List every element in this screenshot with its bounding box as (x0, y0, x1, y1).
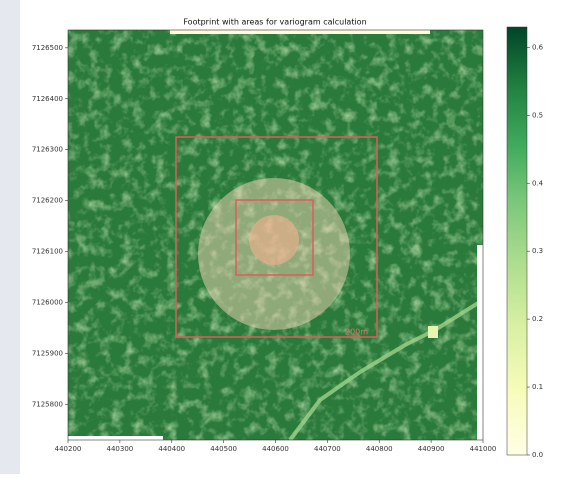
clearing (428, 326, 438, 338)
annotation: 200m (345, 328, 368, 337)
y-tick-label: 7125800 (32, 400, 63, 408)
x-tick-label: 440300 (107, 445, 134, 453)
nodata (68, 436, 163, 442)
chart-title: Footprint with areas for variogram calcu… (183, 18, 366, 27)
colorbar-tick-label: 0.2 (532, 315, 543, 323)
x-tick-label: 441000 (470, 445, 497, 453)
nodata (477, 245, 483, 440)
y-tick-label: 7126400 (32, 95, 63, 103)
y-tick-label: 7126200 (32, 197, 63, 205)
x-tick-label: 440500 (210, 445, 237, 453)
colorbar (507, 27, 527, 455)
side-panel (0, 0, 20, 474)
chart: Footprint with areas for variogram calcu… (0, 0, 564, 474)
y-tick-label: 7126300 (32, 146, 63, 154)
colorbar-tick-label: 0.0 (532, 451, 543, 459)
x-tick-label: 440600 (262, 445, 289, 453)
y-tick-label: 7126000 (32, 298, 63, 306)
colorbar-tick-label: 0.1 (532, 383, 543, 391)
colorbar-tick-label: 0.6 (532, 43, 544, 51)
y-tick-label: 7126500 (32, 44, 63, 52)
nodata (170, 30, 430, 34)
y-tick-label: 7126100 (32, 248, 63, 256)
inner-circle (249, 215, 299, 265)
x-tick-label: 440200 (55, 445, 82, 453)
x-tick-label: 440400 (158, 445, 185, 453)
colorbar-tick-label: 0.5 (532, 111, 543, 119)
colorbar-tick-label: 0.3 (532, 247, 543, 255)
y-tick-label: 7125900 (32, 349, 63, 357)
colorbar-tick-label: 0.4 (532, 179, 544, 187)
x-tick-label: 440700 (314, 445, 341, 453)
x-tick-label: 440900 (418, 445, 445, 453)
page: {"chart_data": {"type": "raster", "title… (0, 0, 564, 478)
x-tick-label: 440800 (366, 445, 393, 453)
